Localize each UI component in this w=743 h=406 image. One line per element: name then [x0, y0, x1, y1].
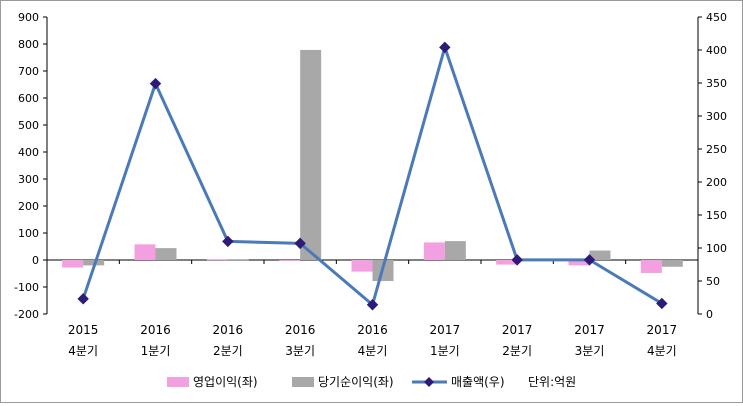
bar-series-0-4	[351, 260, 373, 272]
right-tick-label: 0	[706, 308, 713, 321]
left-tick-label: 900	[18, 11, 39, 24]
bar-series-0-1	[134, 244, 156, 260]
legend-label-operating-profit: 영업이익(좌)	[193, 375, 258, 389]
category-quarter-label: 1분기	[141, 344, 171, 358]
category-quarter-label: 4분기	[68, 344, 98, 358]
bar-series-0-0	[62, 260, 84, 268]
right-tick-label: 350	[706, 77, 727, 90]
line-point-2-4	[366, 299, 379, 311]
category-year-label: 2017	[430, 323, 461, 337]
line-point-2-7	[583, 254, 596, 266]
left-tick-label: 300	[18, 173, 39, 186]
line-point-2-2	[222, 235, 234, 248]
right-tick-label: 300	[706, 110, 727, 123]
category-year-label: 2017	[574, 323, 605, 337]
category-year-label: 2017	[502, 323, 533, 337]
bar-series-0-6	[496, 260, 518, 265]
legend-swatch-net-income	[292, 377, 314, 387]
category-quarter-label: 3분기	[575, 344, 605, 358]
line-point-2-3	[294, 237, 306, 250]
left-tick-label: 600	[18, 92, 39, 105]
category-year-label: 2016	[357, 323, 388, 337]
bar-series-1-1	[155, 248, 177, 260]
right-tick-label: 200	[706, 176, 727, 189]
legend-swatch-operating-profit	[167, 377, 189, 387]
right-tick-label: 450	[706, 11, 727, 24]
category-quarter-label: 1분기	[430, 344, 460, 358]
category-year-label: 2016	[140, 323, 171, 337]
line-point-2-6	[511, 254, 523, 266]
bar-series-0-3	[279, 260, 301, 261]
right-tick-label: 50	[706, 275, 720, 288]
category-year-label: 2016	[285, 323, 316, 337]
category-year-label: 2017	[647, 323, 678, 337]
category-quarter-label: 4분기	[358, 344, 388, 358]
left-tick-label: 500	[18, 119, 39, 132]
bar-series-1-5	[444, 241, 466, 260]
bar-series-0-2	[206, 259, 228, 261]
bar-series-1-7	[589, 250, 611, 260]
bar-series-0-5	[423, 242, 445, 260]
right-tick-label: 250	[706, 143, 727, 156]
category-quarter-label: 4분기	[647, 344, 677, 358]
left-tick-label: 800	[18, 38, 39, 51]
category-quarter-label: 2분기	[213, 344, 243, 358]
bar-series-1-3	[300, 49, 322, 260]
right-tick-label: 400	[706, 44, 727, 57]
legend-label-revenue: 매출액(우)	[451, 375, 505, 389]
line-point-2-5	[439, 41, 451, 54]
left-tick-label: -100	[14, 281, 39, 294]
left-tick-label: 400	[18, 146, 39, 159]
bar-series-1-0	[83, 260, 105, 266]
legend-label-net-income: 당기순이익(좌)	[318, 375, 394, 389]
category-quarter-label: 3분기	[285, 344, 315, 358]
legend-swatch-revenue-marker	[424, 377, 434, 387]
line-point-2-8	[656, 297, 668, 310]
line-point-2-0	[77, 293, 89, 305]
category-year-label: 2016	[213, 323, 244, 337]
category-quarter-label: 2분기	[502, 344, 532, 358]
left-tick-label: 200	[18, 200, 39, 213]
bar-series-1-8	[661, 260, 683, 267]
right-tick-label: 100	[706, 242, 727, 255]
category-year-label: 2015	[68, 323, 99, 337]
bar-series-0-7	[568, 260, 590, 266]
left-tick-label: 0	[32, 254, 39, 267]
left-tick-label: -200	[14, 308, 39, 321]
legend: 영업이익(좌) 당기순이익(좌) 매출액(우) 단위:억원	[167, 375, 576, 389]
bar-series-1-2	[227, 259, 249, 261]
left-tick-label: 100	[18, 227, 39, 240]
line-point-2-1	[149, 77, 162, 90]
unit-note: 단위:억원	[528, 375, 576, 389]
bar-series-0-8	[640, 260, 662, 273]
left-tick-label: 700	[18, 65, 39, 78]
right-tick-label: 150	[706, 209, 727, 222]
